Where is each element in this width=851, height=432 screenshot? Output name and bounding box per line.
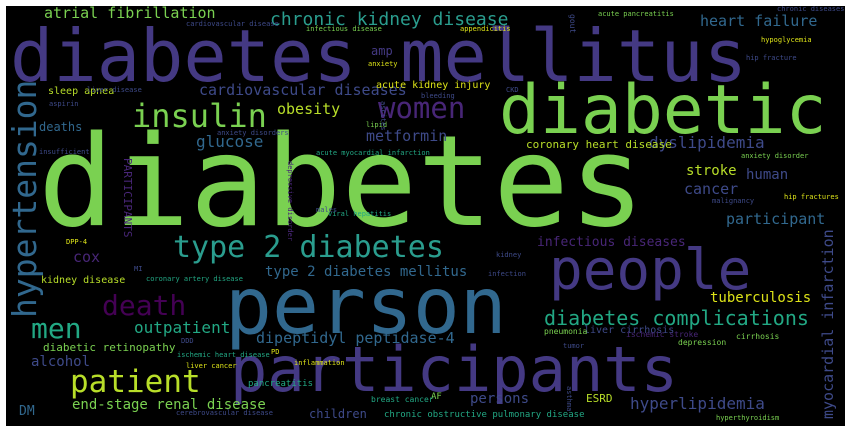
word: aspirin xyxy=(49,100,79,108)
word: hip fractures xyxy=(784,193,839,201)
word: depression xyxy=(678,338,727,347)
word: tuberculosis xyxy=(710,290,812,306)
word: diabetes mellitus xyxy=(10,14,747,98)
word: diabetes complications xyxy=(544,306,809,330)
word: breast cancer xyxy=(371,395,434,404)
word: acute myocardial infarction xyxy=(316,149,430,157)
word: hyperlipidemia xyxy=(630,394,765,413)
word: cox xyxy=(73,248,101,266)
word: myocardial infarction xyxy=(819,229,837,419)
word: anxiety disorders xyxy=(217,129,289,137)
word: death xyxy=(102,289,187,322)
word: amp xyxy=(371,44,393,58)
word: cardiovascular diseases xyxy=(199,81,407,99)
word: deaths xyxy=(39,120,83,134)
word: metformin xyxy=(366,127,448,145)
word: person xyxy=(225,262,507,352)
word: type 2 diabetes mellitus xyxy=(265,264,468,280)
word: inflammation xyxy=(294,359,345,367)
word: insulin xyxy=(132,97,267,135)
word: persons xyxy=(470,391,530,407)
word: diabetes xyxy=(38,108,645,255)
word: heart failure xyxy=(700,12,818,30)
word: children xyxy=(309,407,367,421)
word: participant xyxy=(726,210,826,228)
word: pneumonia xyxy=(544,327,588,336)
word: women xyxy=(378,91,466,125)
word: outpatient xyxy=(134,318,231,337)
word: sleep apnea xyxy=(48,86,115,97)
word: diabetic xyxy=(499,71,827,150)
word: kidney disease xyxy=(41,275,126,286)
word: depressive disorder xyxy=(286,161,294,242)
word: pancreatitis xyxy=(248,379,314,389)
word: lipid xyxy=(366,121,388,129)
word: human xyxy=(746,167,789,183)
word: cirrhosis xyxy=(736,332,780,341)
word: DM xyxy=(19,404,35,419)
word: infectious diseases xyxy=(537,235,686,250)
word: men xyxy=(31,312,82,345)
word: anxiety xyxy=(368,60,398,68)
word: ascites xyxy=(379,101,387,131)
word: acute kidney injury xyxy=(376,80,491,91)
word: cancer xyxy=(684,180,739,198)
word: MI xyxy=(134,265,143,273)
word: cardiovascular disease xyxy=(186,20,279,28)
word: tumor xyxy=(563,342,585,350)
word: liver disease xyxy=(87,86,142,94)
word: coronary heart disease xyxy=(526,138,672,151)
word: dyslipidemia xyxy=(649,133,765,152)
word: end-stage renal disease xyxy=(72,397,266,413)
word: PD xyxy=(271,348,280,356)
word: asthma xyxy=(565,386,573,412)
word: gout xyxy=(568,14,577,34)
word: infectious disease xyxy=(306,25,382,33)
word: liver cancer xyxy=(186,362,237,370)
word: viral hepatitis xyxy=(328,210,392,218)
word: hip fracture xyxy=(746,54,797,62)
word: CKD xyxy=(506,86,519,94)
word: acute pancreatitis xyxy=(598,10,674,18)
word: people xyxy=(549,238,752,303)
word: chronic obstructive pulmonary disease xyxy=(384,410,585,420)
word: type 2 diabetes xyxy=(173,230,444,265)
word: malignancy xyxy=(712,197,755,205)
word: anxiety disorder xyxy=(741,152,809,160)
word: participants xyxy=(230,333,678,406)
word: obesity xyxy=(277,100,341,118)
word: DPP-4 xyxy=(66,238,88,246)
word: patient xyxy=(70,364,201,400)
word: liver cirrhosis xyxy=(584,325,675,336)
word: glucose xyxy=(196,132,264,151)
word: stroke xyxy=(686,163,737,179)
word: ischemic stroke xyxy=(626,330,699,339)
word: insufficient xyxy=(39,148,90,156)
word: cerebrovascular disease xyxy=(176,409,273,417)
word: chronic diseases xyxy=(777,6,845,13)
word: atrial fibrillation xyxy=(44,6,216,22)
word-cloud: diabetes diabetes mellitus diabetic pers… xyxy=(6,6,845,426)
word: DDD xyxy=(181,337,194,345)
word: ischemic heart disease xyxy=(177,351,270,359)
word: PARTICIPANTS xyxy=(121,158,134,238)
word: bleeding xyxy=(421,92,455,100)
word: males xyxy=(316,206,338,214)
word: diabetic retinopathy xyxy=(43,341,176,354)
word: appendicitis xyxy=(460,25,511,33)
word: kidney xyxy=(496,251,522,259)
word: hyperthyroidism xyxy=(716,414,780,422)
word: chronic kidney disease xyxy=(270,9,509,30)
word: alcohol xyxy=(31,354,91,370)
word: infection xyxy=(488,270,526,278)
word: ESRD xyxy=(586,392,613,405)
word: AF xyxy=(431,392,442,402)
word: coronary artery disease xyxy=(146,275,243,283)
word: dipeptidyl peptidase-4 xyxy=(256,329,455,347)
word: hypertension xyxy=(6,79,44,318)
word: hypoglycemia xyxy=(761,36,812,44)
